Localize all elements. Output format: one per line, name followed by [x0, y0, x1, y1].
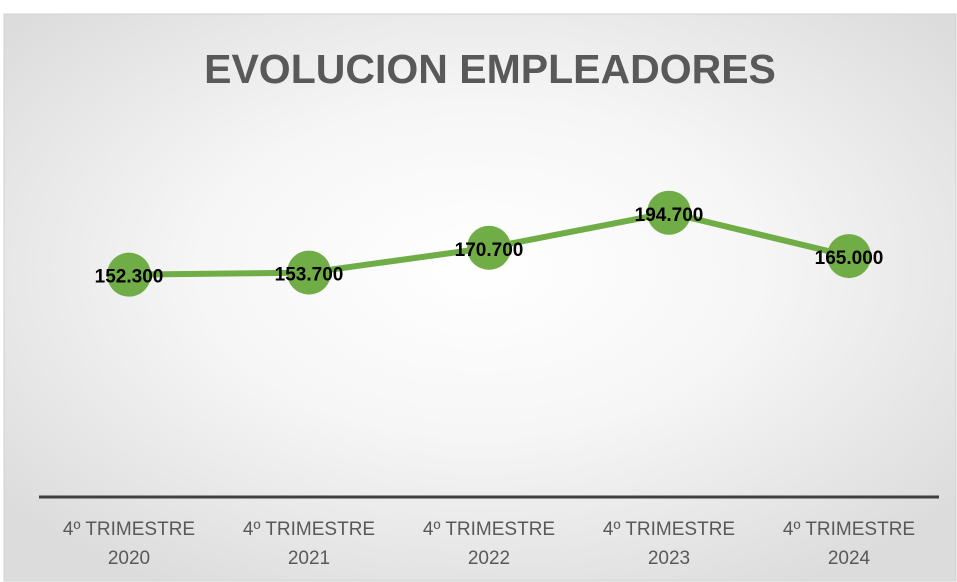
chart-title: EVOLUCION EMPLEADORES [204, 46, 776, 92]
marker [827, 234, 871, 279]
chart-background [3, 13, 957, 582]
x-tick-label: 4º TRIMESTRE 2020 [62, 519, 196, 569]
x-tick-label: 4º TRIMESTRE 2021 [242, 519, 376, 569]
x-tick-label: 4º TRIMESTRE 2022 [422, 519, 556, 569]
x-tick-label: 4º TRIMESTRE 2023 [602, 519, 736, 569]
x-tick-label: 4º TRIMESTRE 2024 [782, 519, 916, 569]
marker [647, 190, 691, 235]
marker [287, 250, 331, 295]
data-label: 165.000 [815, 248, 884, 269]
data-label: 152.300 [95, 267, 164, 288]
data-label: 194.700 [635, 205, 704, 226]
marker [467, 225, 511, 270]
data-label: 153.700 [275, 265, 344, 286]
marker [107, 252, 151, 297]
data-label: 170.700 [455, 240, 524, 261]
